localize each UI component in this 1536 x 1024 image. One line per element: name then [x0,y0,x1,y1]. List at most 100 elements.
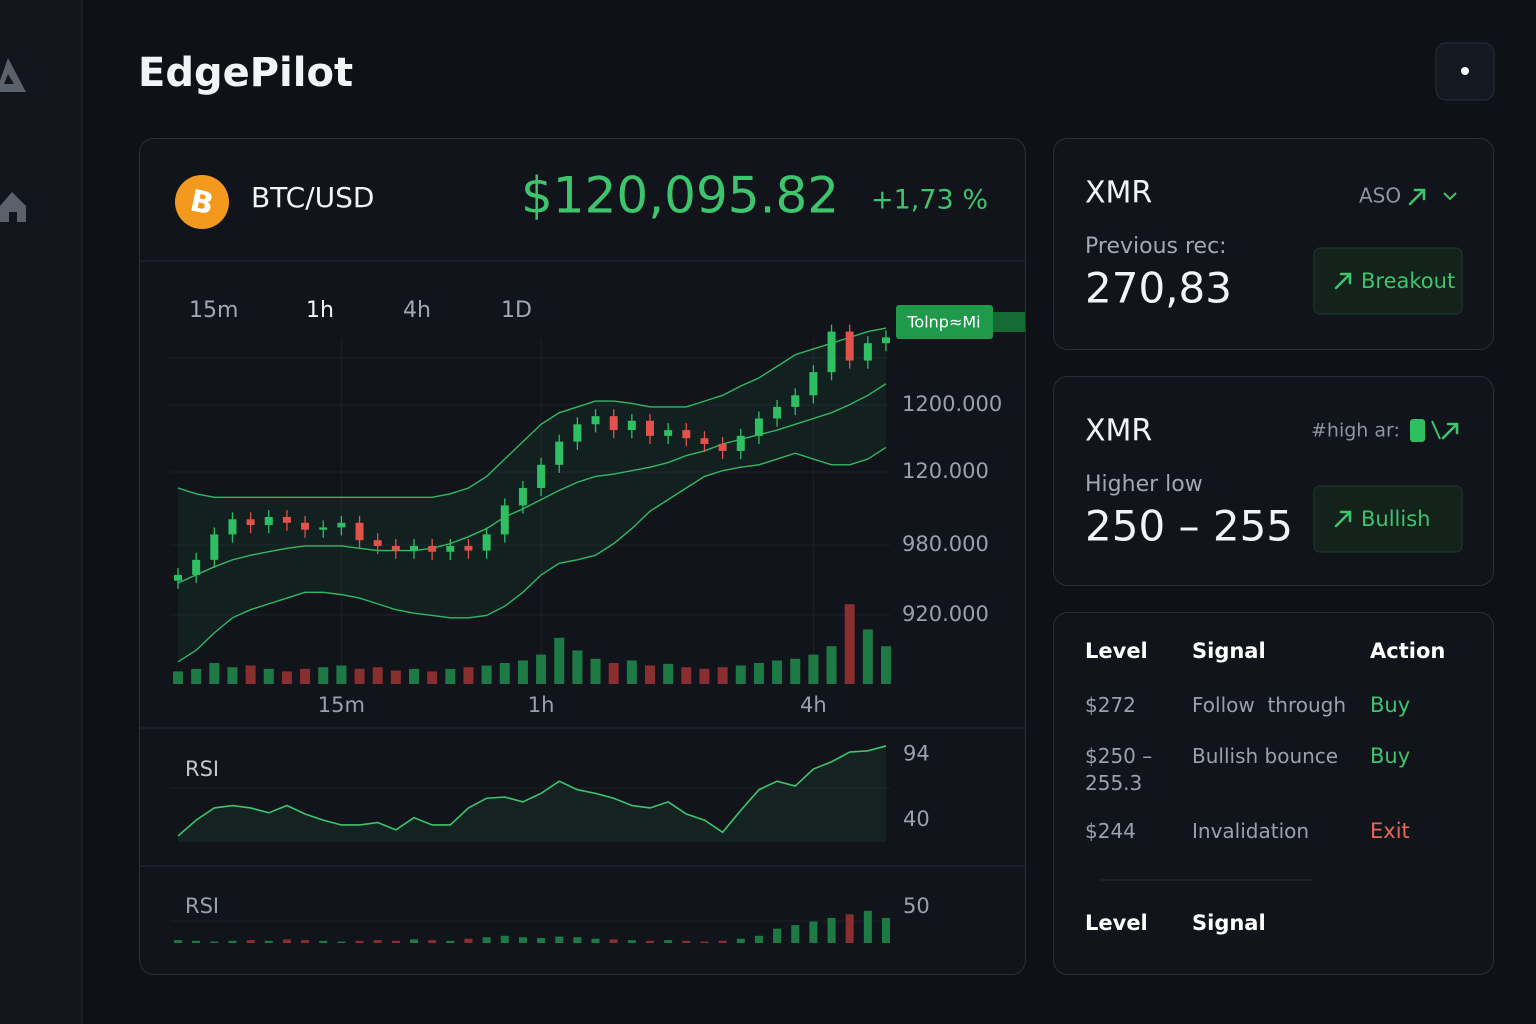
candle-body [845,331,854,361]
volume-bar [245,665,256,684]
candle-body [591,416,600,425]
candle-body [555,441,564,465]
histogram-bar [373,940,382,943]
table-header: Level [1085,911,1148,935]
histogram-bar [791,925,800,943]
volume-bar [173,671,183,684]
candle-body [609,416,618,431]
candle-body [264,516,273,526]
y-axis-label: 920.000 [902,602,989,626]
logo-icon[interactable] [0,58,26,92]
histogram-bar [319,940,328,943]
price-tag [896,305,993,339]
histogram-bar [664,940,673,943]
candle-body [500,505,509,535]
candle-body [518,488,527,506]
volume-bar [554,637,565,684]
signal-cell: Follow through [1192,693,1347,717]
table-header: Level [1085,639,1148,663]
histogram-bar [246,940,255,943]
volume-bar [862,629,873,684]
x-tick-label: 4h [800,693,827,717]
candle-body [228,519,237,535]
volume-bar [608,663,619,684]
histogram-bar [882,917,890,943]
timeframe-tab[interactable]: 1D [501,298,532,323]
card-symbol: XMR [1085,176,1152,211]
panel-label: RSI [185,757,219,781]
histogram-bar [301,940,310,943]
histogram-bar [736,938,745,943]
histogram-bar [174,940,182,943]
status-icon [1431,420,1441,440]
band-line [177,383,887,584]
y-tick-label: 50 [903,894,930,918]
volume-bar [390,670,401,684]
candle-body [246,519,255,526]
candle-body [446,545,455,552]
volume-bar [318,667,329,684]
volume-bar [481,665,492,684]
volume-bar [772,660,783,684]
volume-bar [517,660,528,684]
volume-bar [663,663,674,684]
action-cell: Buy [1370,693,1411,717]
rsi-line [177,745,887,837]
volume-bar [590,658,601,684]
level-cell: $272 [1085,693,1136,717]
histogram-bar [518,937,527,943]
home-icon[interactable] [0,192,26,222]
volume-bar [572,650,583,684]
band-fill [178,328,886,662]
histogram-bar [591,938,600,943]
histogram-bar [428,940,437,943]
arrow-icon [1408,188,1426,206]
timeframe-tab[interactable]: 1h [306,298,334,323]
status-icon [1410,419,1425,442]
y-axis-label: 120.000 [902,459,989,483]
price-change: +1,73 % [871,185,988,216]
symbol: BTC/USD [251,181,374,214]
signal-button-label: Breakout [1361,269,1455,293]
histogram-bar [282,939,291,943]
candle-body [682,430,691,439]
histogram-bar [754,935,763,943]
chart-card [139,138,1026,975]
histogram-bar [809,921,818,943]
histogram-bar [609,939,618,943]
candle-body [537,464,546,489]
volume-bar [681,667,692,684]
candle-body [428,545,437,552]
candle-body [718,443,727,451]
menu-dot [1461,67,1469,75]
candle-body [464,545,473,551]
timeframe-tab[interactable]: 15m [189,298,238,323]
volume-bar [499,663,510,684]
candle-body [646,420,654,436]
candle-body [700,438,709,444]
volume-bar [463,667,474,684]
timeframe-tab[interactable]: 4h [403,298,431,323]
histogram-bar [228,940,237,943]
x-tick-label: 1h [528,693,555,717]
price-tag-text: Tolnp≈Mi [906,313,980,332]
chevron-icon[interactable] [1443,192,1457,201]
histogram-bar [845,914,854,943]
volume-bar [372,667,383,684]
histogram-bar [391,940,400,943]
histogram-bar [627,940,636,943]
signal-button[interactable] [1313,247,1463,315]
histogram-bar [682,940,691,943]
histogram-bar [773,928,782,943]
y-axis-label: 980.000 [902,532,989,556]
card-tag: #high ar: [1311,420,1400,442]
signal-button[interactable] [1313,485,1463,553]
y-axis-label: 1200.000 [902,392,1002,416]
candle-body [791,395,800,407]
y-tick-label: 94 [903,741,930,765]
arrow-icon [1334,272,1352,290]
card-label: Previous rec: [1085,234,1227,259]
volume-bar [717,667,728,684]
volume-bar [227,667,238,684]
